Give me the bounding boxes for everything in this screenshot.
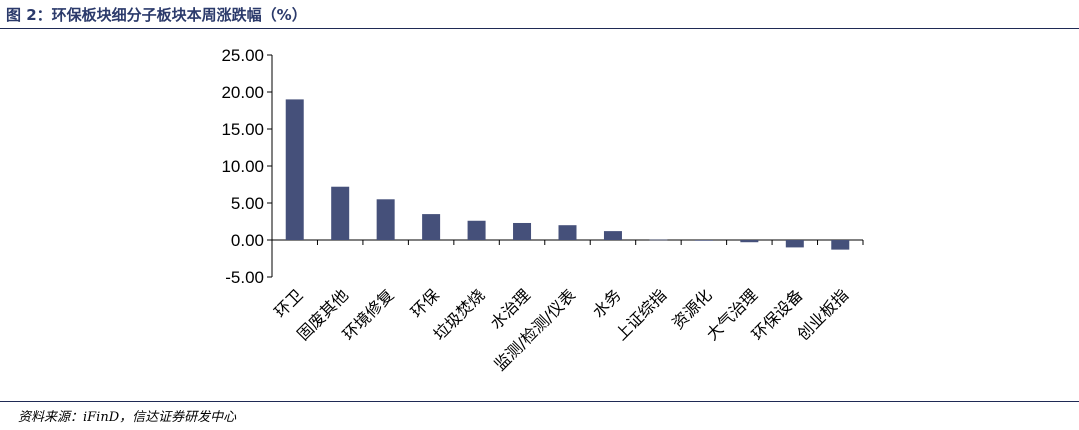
x-category-label: 监测/检测/仪表	[490, 285, 579, 374]
title-rule	[0, 28, 1079, 29]
x-category-label: 上证综指	[612, 285, 671, 344]
y-tick-label: -5.00	[225, 268, 264, 287]
y-tick-label: 10.00	[221, 157, 264, 176]
y-tick-label: 15.00	[221, 120, 264, 139]
footer-rule	[0, 401, 1079, 402]
x-category-label: 环境修复	[339, 285, 398, 344]
bar	[831, 240, 850, 250]
x-category-label: 环卫	[270, 285, 306, 321]
x-category-label: 创业板指	[793, 285, 852, 344]
bar	[467, 220, 486, 240]
bar	[603, 231, 622, 240]
bar	[376, 199, 395, 240]
source-note: 资料来源：iFinD，信达证券研发中心	[18, 410, 237, 425]
y-tick-label: 20.00	[221, 83, 264, 102]
y-tick-label: 0.00	[231, 231, 264, 250]
bar	[558, 225, 577, 240]
x-category-label: 垃圾焚烧	[430, 285, 489, 344]
y-tick-label: 25.00	[221, 46, 264, 65]
bar	[740, 240, 759, 243]
bar	[285, 99, 304, 241]
x-category-label: 环保	[407, 285, 443, 321]
bar	[422, 214, 441, 240]
x-category-label: 水务	[589, 285, 625, 321]
y-tick-label: 5.00	[231, 194, 264, 213]
figure-title: 图 2：环保板块细分子板块本周涨跌幅（%）	[6, 6, 307, 24]
bar	[649, 239, 668, 241]
bar	[785, 240, 804, 248]
bar	[331, 186, 350, 240]
bar	[513, 222, 532, 240]
bar	[694, 240, 713, 241]
bar-chart: 25.0020.0015.0010.005.000.00-5.00环卫固废其他环…	[221, 46, 864, 374]
